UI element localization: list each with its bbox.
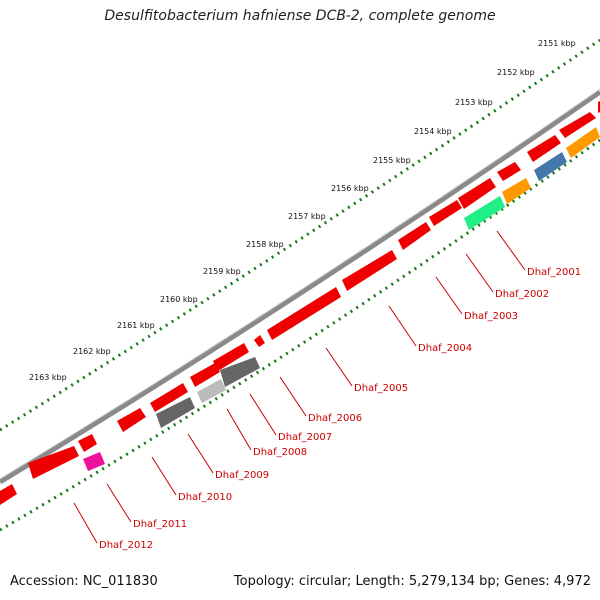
gene-label-dhaf-2008: Dhaf_2008 (253, 447, 307, 458)
kbp-label-2161: 2161 kbp (117, 321, 155, 330)
gene-block (464, 196, 505, 230)
kbp-label-2152: 2152 kbp (497, 68, 535, 77)
gene-block (197, 379, 226, 403)
kbp-label-2160: 2160 kbp (160, 295, 198, 304)
gene-block (156, 397, 195, 428)
kbp-label-2162: 2162 kbp (73, 347, 111, 356)
gene-block (559, 112, 596, 138)
reverse-genes (83, 127, 600, 471)
gene-block (267, 287, 341, 340)
accession-text: Accession: NC_011830 (10, 574, 158, 589)
gene-block (566, 127, 600, 158)
gene-block (527, 135, 561, 162)
gene-block (117, 408, 146, 432)
gene-label-dhaf-2009: Dhaf_2009 (215, 470, 269, 481)
gene-block (458, 178, 496, 209)
leader-dhaf-2007 (249, 393, 277, 436)
gene-block (534, 152, 567, 181)
gene-block (429, 200, 462, 226)
leader-dhaf-2012 (73, 502, 98, 544)
genome-summary-text: Topology: circular; Length: 5,279,134 bp… (233, 574, 591, 589)
leader-dhaf-2002 (465, 253, 494, 293)
gene-block (190, 363, 220, 387)
gene-block (254, 335, 265, 347)
kbp-label-2156: 2156 kbp (331, 184, 369, 193)
leader-dhaf-2009 (187, 433, 214, 474)
gene-label-dhaf-2001: Dhaf_2001 (527, 267, 581, 278)
gene-label-dhaf-2010: Dhaf_2010 (178, 492, 232, 503)
gene-label-dhaf-2004: Dhaf_2004 (418, 343, 472, 354)
kbp-label-2155: 2155 kbp (373, 156, 411, 165)
genome-backbone (0, 89, 600, 485)
gene-block (342, 250, 397, 291)
kbp-label-2154: 2154 kbp (414, 127, 452, 136)
leader-dhaf-2006 (279, 376, 307, 417)
map-title: Desulfitobacterium hafniense DCB-2, comp… (104, 8, 496, 24)
leader-dhaf-2008 (226, 408, 252, 451)
outer-tick-arc (0, 38, 600, 432)
kbp-label-2157: 2157 kbp (288, 212, 326, 221)
gene-block (83, 452, 105, 471)
gene-block (398, 222, 431, 250)
gene-label-dhaf-2005: Dhaf_2005 (354, 383, 408, 394)
gene-label-dhaf-2007: Dhaf_2007 (278, 432, 332, 443)
gene-block (0, 484, 17, 505)
inner-tick-arc (0, 138, 600, 532)
kbp-label-2163: 2163 kbp (29, 373, 67, 382)
kbp-label-2159: 2159 kbp (203, 267, 241, 276)
kbp-label-2158: 2158 kbp (246, 240, 284, 249)
label-leaders (73, 230, 526, 544)
gene-block (213, 343, 249, 371)
leader-dhaf-2001 (496, 230, 526, 271)
gene-block (28, 446, 79, 479)
kbp-label-2153: 2153 kbp (455, 98, 493, 107)
leader-dhaf-2011 (106, 483, 132, 523)
forward-genes (0, 101, 600, 505)
kbp-tick-labels: 2151 kbp 2152 kbp 2153 kbp 2154 kbp 2155… (29, 39, 576, 382)
gene-block (220, 357, 260, 387)
gene-block (502, 178, 531, 204)
gene-label-dhaf-2006: Dhaf_2006 (308, 413, 362, 424)
gene-block (497, 162, 521, 181)
gene-label-dhaf-2003: Dhaf_2003 (464, 311, 518, 322)
leader-dhaf-2005 (325, 347, 353, 387)
kbp-label-2151: 2151 kbp (538, 39, 576, 48)
gene-label-dhaf-2012: Dhaf_2012 (99, 540, 153, 551)
gene-block (78, 434, 97, 452)
gene-block (150, 383, 188, 412)
leader-dhaf-2003 (435, 276, 463, 315)
leader-dhaf-2010 (151, 456, 177, 496)
leader-dhaf-2004 (388, 305, 417, 347)
gene-label-dhaf-2002: Dhaf_2002 (495, 289, 549, 300)
gene-label-dhaf-2011: Dhaf_2011 (133, 519, 187, 530)
gene-labels: Dhaf_2001 Dhaf_2002 Dhaf_2003 Dhaf_2004 … (99, 267, 581, 551)
